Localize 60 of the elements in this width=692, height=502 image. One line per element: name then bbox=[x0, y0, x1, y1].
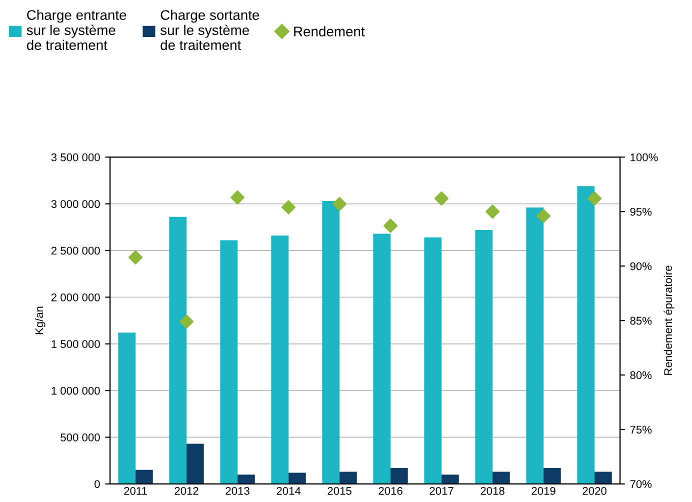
bar bbox=[594, 472, 612, 484]
bar bbox=[424, 237, 442, 484]
y-tick-label: 3 000 000 bbox=[51, 200, 100, 208]
bar bbox=[186, 444, 204, 484]
bar bbox=[475, 230, 493, 484]
bar bbox=[271, 236, 289, 484]
y2-axis-title: Rendement épuratoire bbox=[664, 266, 674, 375]
legend-label: Charge sortante sur le système de traitement bbox=[160, 10, 260, 50]
x-tick-label: 2020 bbox=[582, 487, 606, 495]
legend-label: Charge entrante sur le système de traitement bbox=[26, 10, 126, 50]
y2-tick-label: 75% bbox=[630, 426, 652, 434]
x-tick-label: 2018 bbox=[480, 487, 504, 495]
y-tick-label: 1 000 000 bbox=[52, 386, 100, 395]
point bbox=[383, 218, 398, 233]
bar bbox=[322, 201, 340, 484]
x-tick-label: 2011 bbox=[124, 487, 147, 495]
bar bbox=[238, 474, 255, 484]
x-tick-label: 2017 bbox=[430, 487, 454, 495]
point bbox=[536, 208, 551, 224]
bar bbox=[390, 468, 408, 484]
y-axis-title: Kg/an bbox=[34, 306, 46, 334]
bar bbox=[288, 472, 306, 484]
bar bbox=[118, 332, 136, 484]
x-tick-label: 2019 bbox=[532, 487, 556, 495]
point bbox=[485, 204, 500, 219]
x-tick-label: 2016 bbox=[378, 487, 402, 495]
y-tick-label: 500 000 bbox=[60, 434, 100, 442]
point bbox=[128, 250, 143, 264]
legend-label: Rendement bbox=[294, 26, 365, 36]
y2-tick-label: 100% bbox=[630, 153, 658, 162]
bar bbox=[442, 474, 459, 484]
point bbox=[179, 314, 194, 329]
y2-tick-label: 70% bbox=[630, 480, 652, 488]
bar bbox=[577, 186, 595, 484]
bar bbox=[492, 472, 510, 484]
bar bbox=[136, 470, 153, 484]
point bbox=[434, 191, 449, 206]
bar bbox=[220, 240, 238, 484]
y2-tick-label: 85% bbox=[630, 316, 652, 325]
x-tick-label: 2012 bbox=[174, 487, 198, 495]
x-tick-label: 2014 bbox=[276, 487, 301, 495]
point bbox=[587, 191, 602, 206]
x-tick-label: 2013 bbox=[226, 487, 250, 495]
y-tick-label: 1 500 000 bbox=[52, 340, 100, 348]
y2-tick-label: 80% bbox=[630, 371, 652, 380]
bar bbox=[340, 472, 357, 484]
y-tick-label: 0 bbox=[94, 480, 100, 488]
y2-tick-label: 95% bbox=[630, 208, 652, 216]
point bbox=[332, 196, 347, 212]
point bbox=[281, 200, 296, 214]
y-tick-label: 2 500 000 bbox=[51, 246, 100, 255]
bar bbox=[526, 208, 544, 484]
bar bbox=[169, 216, 187, 484]
point bbox=[230, 190, 245, 204]
x-tick-label: 2015 bbox=[328, 487, 352, 495]
y-tick-label: 2 000 000 bbox=[51, 293, 100, 302]
y2-tick-label: 90% bbox=[630, 262, 652, 270]
y-tick-label: 3 500 000 bbox=[51, 153, 100, 162]
bar bbox=[544, 468, 561, 484]
bar bbox=[373, 234, 391, 484]
